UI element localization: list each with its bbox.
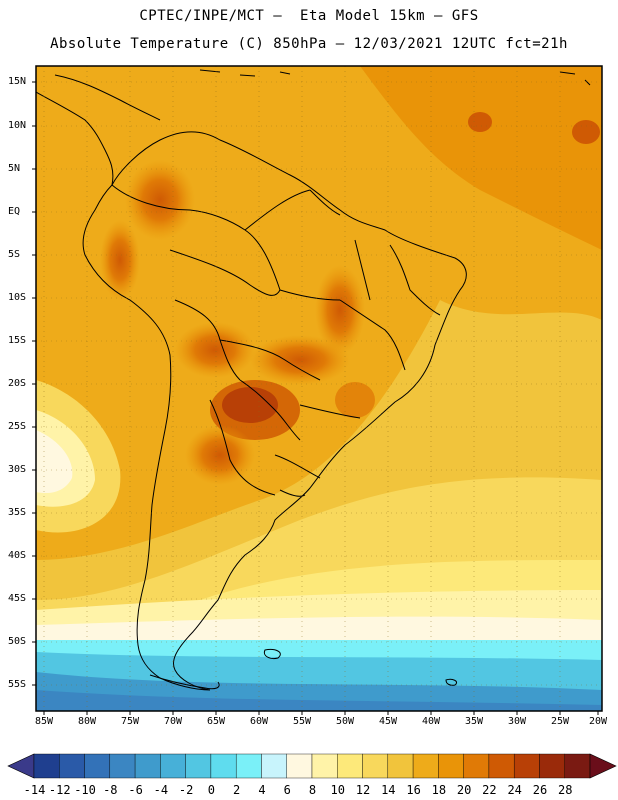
colorbar-arrow-right — [589, 753, 617, 779]
colorbar-swatch — [362, 753, 389, 779]
colorbar-tick-label: 2 — [233, 783, 241, 797]
colorbar-swatch — [463, 753, 490, 779]
lon-label: 35W — [464, 716, 484, 727]
lat-label: 5N — [8, 163, 21, 174]
colorbar-swatch — [337, 753, 363, 779]
lat-label: 5S — [8, 249, 21, 260]
lon-label: 25W — [550, 716, 570, 727]
colorbar-tick-label: -6 — [128, 783, 143, 797]
colorbar-swatch — [311, 753, 338, 779]
lat-label: 30S — [8, 464, 27, 475]
colorbar-swatch — [33, 753, 60, 779]
colorbar-tick-label: -8 — [103, 783, 118, 797]
lat-label: 15S — [8, 335, 27, 346]
lat-label: 15N — [8, 76, 27, 87]
lon-label: 75W — [120, 716, 140, 727]
colorbar-swatch — [160, 753, 186, 779]
colorbar-tick-label: -10 — [74, 783, 96, 797]
colorbar-arrow-left — [7, 753, 35, 779]
lat-label: 35S — [8, 507, 27, 518]
colorbar-tick-label: 6 — [283, 783, 291, 797]
lat-label: 25S — [8, 421, 27, 432]
colorbar-tick-label: 0 — [207, 783, 216, 797]
colorbar-tick-label: 10 — [330, 783, 345, 797]
colorbar-tick-label: 18 — [431, 783, 447, 797]
colorbar-swatch — [412, 753, 439, 779]
colorbar-tick-label: 12 — [355, 783, 371, 797]
colorbar-tick-label: 4 — [258, 783, 266, 797]
colorbar-tick-label: 14 — [381, 783, 396, 797]
temperature-field — [36, 66, 602, 711]
colorbar-tick-label: 20 — [456, 783, 472, 797]
colorbar-tick-label: 24 — [507, 783, 522, 797]
lon-label: 80W — [77, 716, 97, 727]
colorbar-swatch — [261, 753, 287, 779]
colorbar-swatch — [185, 753, 212, 779]
colorbar — [7, 753, 617, 779]
colorbar-tick-label: -12 — [48, 783, 71, 797]
colorbar-swatch — [59, 753, 85, 779]
colorbar-swatch — [286, 753, 313, 779]
lat-label: 10S — [8, 292, 27, 303]
colorbar-swatch — [488, 753, 515, 779]
colorbar-swatch — [210, 753, 237, 779]
colorbar-tick-label: 26 — [532, 783, 548, 797]
lon-label: 45W — [378, 716, 398, 727]
colorbar-swatch — [235, 753, 262, 779]
colorbar-swatch — [387, 753, 414, 779]
lon-label: 30W — [507, 716, 527, 727]
colorbar-swatch — [438, 753, 464, 779]
colorbar-swatch — [564, 753, 591, 779]
colorbar-swatch — [84, 753, 111, 779]
lat-label: EQ — [8, 206, 21, 217]
colorbar-tick-label: 8 — [308, 783, 317, 797]
lon-label: 65W — [206, 716, 226, 727]
colorbar-tick-label: 22 — [482, 783, 497, 797]
colorbar-swatch — [539, 753, 565, 779]
colorbar-tick-label: -2 — [178, 783, 194, 797]
lat-label: 55S — [8, 679, 27, 690]
lon-label: 40W — [421, 716, 441, 727]
lat-label: 45S — [8, 593, 27, 604]
axis-ticks — [32, 81, 599, 715]
lon-label: 20W — [588, 716, 608, 727]
colorbar-swatch — [513, 753, 540, 779]
lon-label: 70W — [163, 716, 183, 727]
map-frame — [35, 65, 603, 712]
colorbar-tick-label: -4 — [153, 783, 169, 797]
lat-label: 50S — [8, 636, 27, 647]
colorbar-swatch — [134, 753, 161, 779]
lon-label: 60W — [249, 716, 269, 727]
lat-label: 10N — [8, 120, 27, 131]
lon-label: 50W — [335, 716, 355, 727]
lon-label: 55W — [292, 716, 312, 727]
colorbar-tick-label: 28 — [557, 783, 573, 797]
map-title-line-1: CPTEC/INPE/MCT – Eta Model 15km – GFS — [139, 8, 479, 24]
map-title-line-2: Absolute Temperature (C) 850hPa – 12/03/… — [50, 36, 568, 52]
lon-label: 85W — [34, 716, 54, 727]
colorbar-tick-label: 16 — [406, 783, 421, 797]
lat-label: 40S — [8, 550, 27, 561]
lat-label: 20S — [8, 378, 27, 389]
colorbar-swatch — [109, 753, 136, 779]
colorbar-tick-label: -14 — [23, 783, 46, 797]
